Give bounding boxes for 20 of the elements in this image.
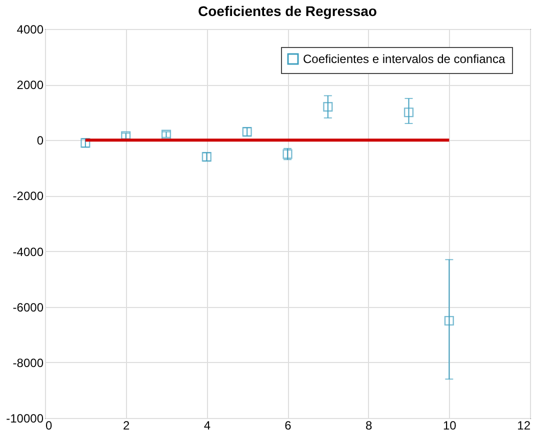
y-tick-label: -8000 <box>12 356 44 370</box>
x-tick-label: 6 <box>284 418 292 432</box>
y-tick-label: -2000 <box>12 189 44 204</box>
x-tick-label: 8 <box>365 418 372 432</box>
x-tick-label: 12 <box>517 418 531 432</box>
x-tick-label: 0 <box>46 418 52 432</box>
y-tick-label: -4000 <box>12 244 44 259</box>
x-tick-label: 10 <box>442 418 457 432</box>
x-tick-label: 2 <box>122 418 130 432</box>
y-tick-label: -6000 <box>12 300 44 314</box>
legend-label: Coeficientes e intervalos de confianca <box>303 52 506 66</box>
point <box>444 316 454 326</box>
x-tick-label: 4 <box>204 418 211 432</box>
point <box>323 102 333 112</box>
y-tick-label: -10000 <box>6 412 44 426</box>
y-tick-label: 4000 <box>16 22 44 36</box>
y-tick-label: 2000 <box>16 78 44 92</box>
point <box>404 108 414 118</box>
chart-title: Coeficientes de Regressao <box>198 3 377 19</box>
y-tick-label: 0 <box>36 134 44 148</box>
